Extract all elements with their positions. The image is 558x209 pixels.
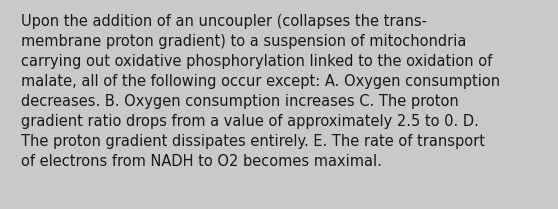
Text: Upon the addition of an uncoupler (collapses the trans-
membrane proton gradient: Upon the addition of an uncoupler (colla… <box>21 14 500 169</box>
